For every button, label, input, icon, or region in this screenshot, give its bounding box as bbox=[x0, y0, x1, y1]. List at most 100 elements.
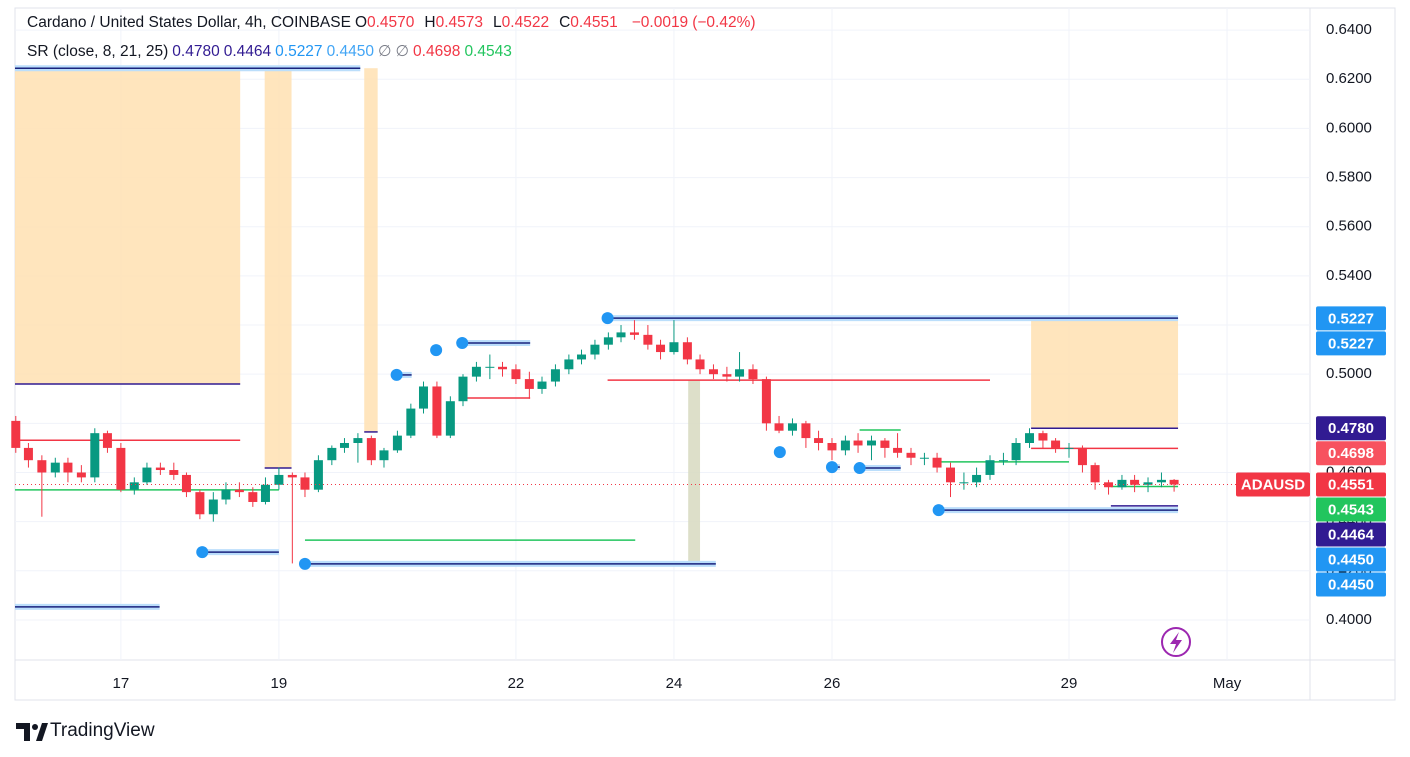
candle-body bbox=[418, 386, 428, 409]
candle-body bbox=[102, 433, 112, 448]
candle-body bbox=[406, 408, 416, 436]
zone bbox=[15, 68, 241, 385]
candle-body bbox=[1090, 465, 1100, 483]
candle-body bbox=[485, 366, 495, 368]
indicator-empty: ∅ bbox=[377, 43, 392, 60]
candle-body bbox=[919, 457, 929, 459]
price-badge bbox=[1316, 416, 1386, 441]
candle-body bbox=[63, 462, 73, 473]
candle-body bbox=[629, 332, 639, 335]
header-line: Cardano / United States Dollar, 4h, COIN… bbox=[27, 14, 760, 32]
y-tick-label: 0.6200 bbox=[1326, 70, 1372, 87]
price-badge bbox=[1316, 522, 1386, 547]
level-dot bbox=[773, 446, 786, 459]
ohlc-item: C0.4551 bbox=[559, 14, 622, 31]
candle-body bbox=[511, 369, 521, 380]
candle-body bbox=[37, 460, 47, 473]
ohlc: O0.4570 H0.4573 L0.4522 C0.4551 bbox=[355, 14, 628, 31]
price-badge bbox=[1316, 572, 1386, 597]
level-dot bbox=[825, 461, 838, 474]
level-dot bbox=[430, 344, 443, 357]
candle-body bbox=[972, 474, 982, 483]
price-badge bbox=[1316, 441, 1386, 466]
x-tick-label: May bbox=[1213, 675, 1242, 692]
candle-body bbox=[155, 467, 165, 471]
candle-body bbox=[274, 474, 284, 485]
replay-icon[interactable] bbox=[1161, 627, 1191, 657]
candle-body bbox=[300, 477, 310, 490]
candle-body bbox=[656, 344, 666, 353]
candle-body bbox=[880, 440, 890, 448]
candle-body bbox=[524, 379, 534, 389]
candle-body bbox=[23, 447, 33, 461]
price-badge-label: 0.4450 bbox=[1328, 576, 1374, 593]
candle-body bbox=[682, 342, 692, 360]
candle-body bbox=[550, 369, 560, 382]
candle-body bbox=[432, 386, 442, 436]
ohlc-key: L bbox=[493, 14, 502, 31]
candle-body bbox=[708, 369, 718, 375]
logo[interactable] bbox=[16, 723, 48, 741]
candle-body bbox=[537, 381, 547, 389]
ohlc-value: 0.4573 bbox=[435, 14, 484, 31]
level-dot bbox=[390, 368, 403, 381]
candle-body bbox=[76, 472, 86, 478]
candle-body bbox=[445, 401, 455, 436]
price-badge-label: 0.4450 bbox=[1328, 551, 1374, 568]
symbol-badge bbox=[1236, 472, 1310, 497]
candle-body bbox=[932, 457, 942, 468]
change: −0.0019 bbox=[631, 14, 689, 31]
candle-body bbox=[761, 379, 771, 424]
indicator-value: 0.4698 bbox=[413, 43, 461, 60]
ohlc-key: H bbox=[424, 14, 436, 31]
candle-body bbox=[945, 467, 955, 483]
candle-body bbox=[327, 447, 337, 461]
candle-body bbox=[287, 474, 297, 478]
candle-body bbox=[1025, 433, 1035, 443]
candle-body bbox=[339, 442, 349, 448]
candle-body bbox=[90, 433, 100, 478]
ohlc-item: O0.4570 bbox=[355, 14, 418, 31]
brand: TradingView bbox=[50, 720, 155, 741]
candle-body bbox=[142, 467, 152, 483]
y-tick-label: 0.5600 bbox=[1326, 218, 1372, 235]
candle-body bbox=[577, 354, 587, 360]
price-badge-label: 0.5227 bbox=[1328, 310, 1374, 327]
price-badge-label: 0.4543 bbox=[1328, 501, 1374, 518]
candle-body bbox=[735, 369, 745, 377]
candle-body bbox=[195, 492, 205, 515]
candle-body bbox=[1051, 440, 1061, 448]
y-tick-label: 0.5800 bbox=[1326, 169, 1372, 186]
candle-body bbox=[774, 423, 784, 431]
candle-body bbox=[853, 440, 863, 446]
indicator-value: 0.4464 bbox=[223, 43, 272, 60]
candle-body bbox=[840, 440, 850, 451]
candle-body bbox=[471, 366, 481, 377]
candle-body bbox=[208, 499, 218, 515]
candle-body bbox=[248, 492, 258, 502]
price-badge-label: 0.4698 bbox=[1328, 445, 1374, 462]
x-tick-label: 19 bbox=[271, 675, 288, 692]
candle-body bbox=[234, 489, 244, 493]
zone bbox=[1031, 318, 1179, 429]
level-dot bbox=[601, 312, 614, 325]
candle-body bbox=[1156, 479, 1166, 483]
level-dot bbox=[932, 504, 945, 517]
indicator-value: 0.4450 bbox=[326, 43, 374, 60]
y-tick-label: 0.6400 bbox=[1326, 21, 1372, 38]
candle-body bbox=[695, 359, 705, 370]
candle-body bbox=[1064, 447, 1074, 449]
level-dot bbox=[196, 546, 209, 559]
y-tick-label: 0.6000 bbox=[1326, 119, 1372, 136]
zone bbox=[364, 68, 378, 432]
x-tick-label: 24 bbox=[666, 675, 683, 692]
candle-body bbox=[801, 423, 811, 439]
price-badge bbox=[1316, 306, 1386, 331]
candle-body bbox=[998, 460, 1008, 462]
candle-body bbox=[1143, 482, 1153, 485]
ohlc-key: O bbox=[354, 14, 367, 31]
candle-body bbox=[1011, 442, 1021, 461]
change-pct: (−0.42%) bbox=[692, 14, 756, 31]
